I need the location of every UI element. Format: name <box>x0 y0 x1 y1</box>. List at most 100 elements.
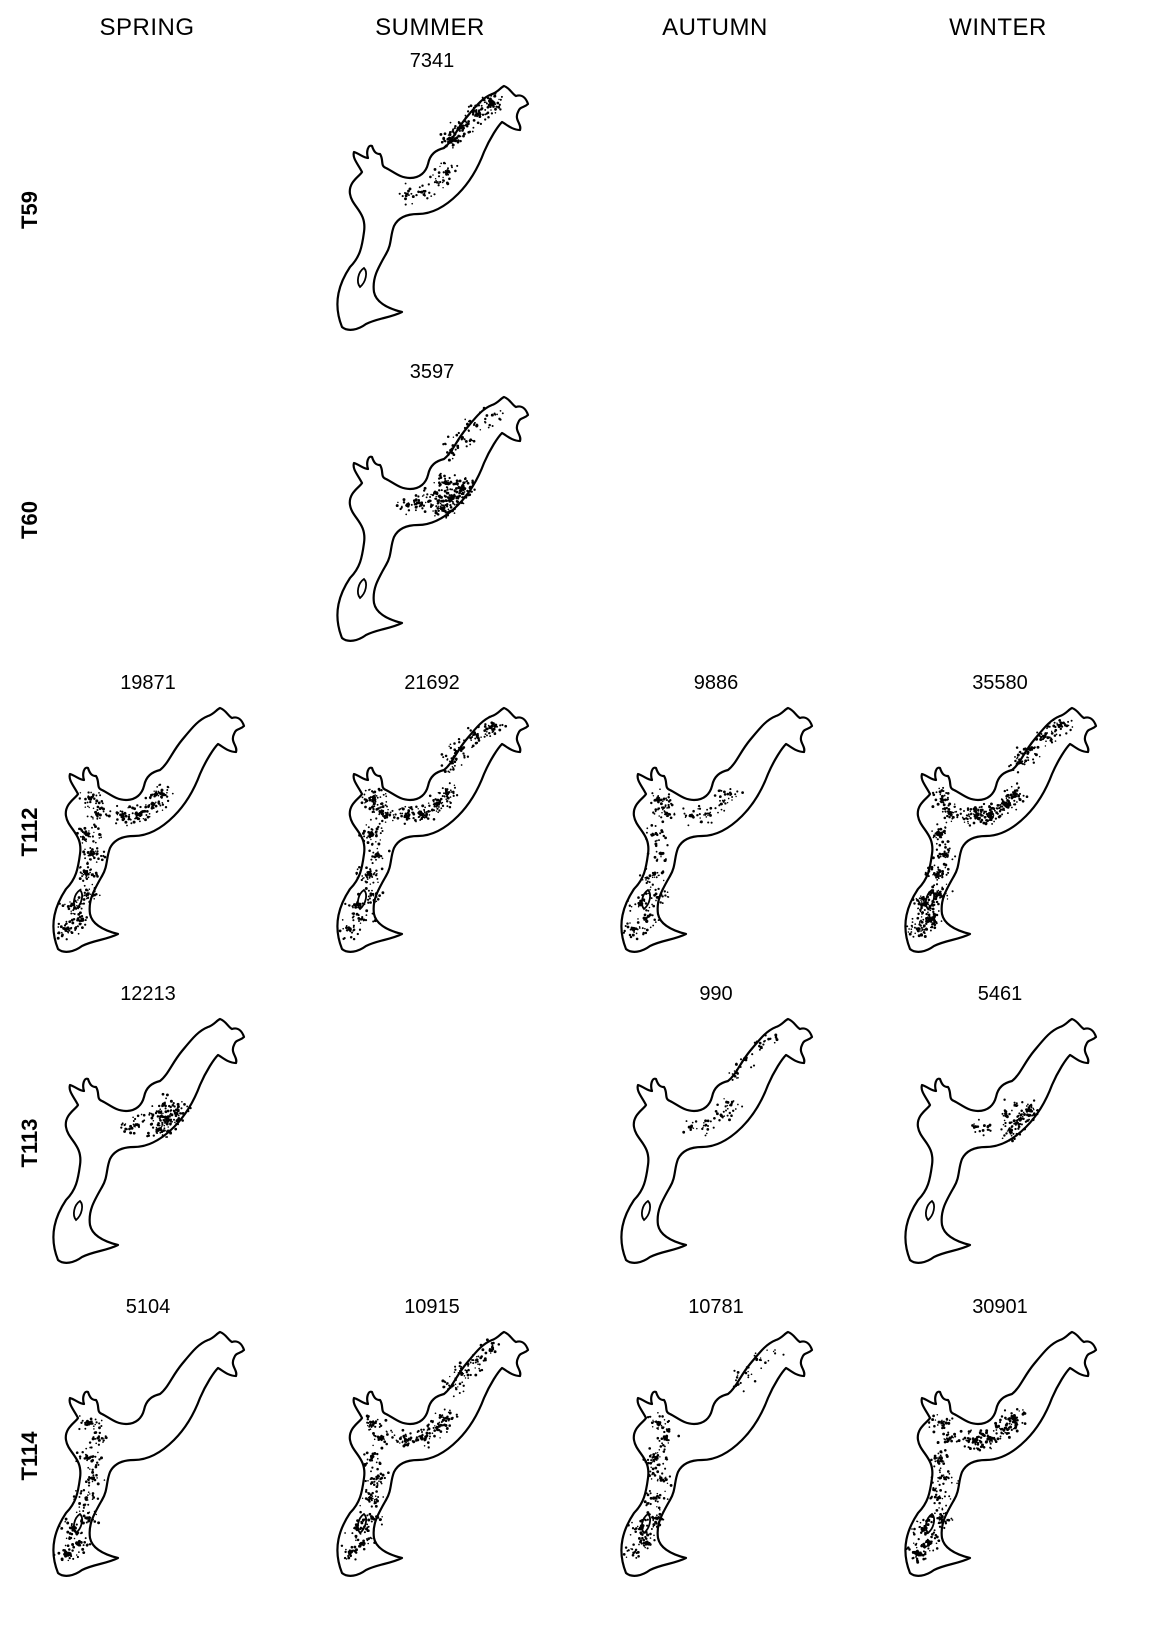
occurrence-point <box>88 797 91 799</box>
occurrence-point <box>391 1431 393 1433</box>
occurrence-point <box>728 1118 731 1122</box>
occurrence-point <box>139 813 143 817</box>
lake-outline <box>52 1330 246 1577</box>
occurrence-point <box>144 805 148 809</box>
occurrence-point <box>1003 789 1006 793</box>
occurrence-point <box>469 1373 472 1377</box>
occurrence-point <box>355 871 358 875</box>
occurrence-point <box>77 932 80 935</box>
occurrence-point <box>467 120 470 123</box>
occurrence-point <box>720 789 723 792</box>
occurrence-point <box>658 839 660 842</box>
occurrence-point <box>435 810 438 812</box>
occurrence-point <box>368 807 372 811</box>
occurrence-point <box>417 495 420 498</box>
occurrence-point <box>371 805 374 807</box>
occurrence-point <box>712 1126 715 1129</box>
occurrence-point <box>425 1431 429 1435</box>
occurrence-point <box>759 1045 762 1048</box>
occurrence-point <box>929 909 932 912</box>
occurrence-point <box>480 104 483 107</box>
occurrence-point <box>454 757 458 761</box>
occurrence-point <box>91 1437 95 1441</box>
occurrence-point <box>436 807 439 810</box>
occurrence-point <box>164 1101 166 1104</box>
occurrence-point <box>934 832 937 835</box>
occurrence-point <box>386 1431 388 1433</box>
occurrence-point <box>1001 1112 1004 1115</box>
occurrence-point <box>922 931 926 934</box>
occurrence-point <box>932 871 936 875</box>
occurrence-point <box>135 816 139 820</box>
occurrence-point <box>64 1517 68 1521</box>
occurrence-point <box>490 1342 494 1345</box>
occurrence-point <box>385 812 389 815</box>
occurrence-point <box>85 897 88 900</box>
occurrence-point <box>375 854 379 858</box>
occurrence-point <box>628 904 631 907</box>
occurrence-point <box>89 847 92 849</box>
occurrence-point <box>372 855 376 858</box>
occurrence-point <box>423 808 426 811</box>
occurrence-point <box>165 1122 169 1126</box>
occurrence-point <box>433 805 436 808</box>
occurrence-point <box>954 855 957 858</box>
occurrence-point <box>999 805 1002 808</box>
occurrence-point <box>927 901 929 903</box>
occurrence-point <box>637 906 640 908</box>
occurrence-point <box>1021 1117 1024 1120</box>
occurrence-point <box>156 1115 160 1118</box>
occurrence-point <box>489 735 492 738</box>
occurrence-point <box>462 746 466 749</box>
occurrence-point <box>1021 799 1025 803</box>
occurrence-point <box>416 505 418 508</box>
occurrence-point <box>86 851 90 854</box>
occurrence-point <box>1030 748 1034 751</box>
occurrence-point <box>84 1423 87 1426</box>
occurrence-point <box>434 515 436 517</box>
occurrence-point <box>423 1445 426 1447</box>
occurrence-point <box>166 785 169 789</box>
occurrence-point <box>932 913 935 916</box>
occurrence-point <box>629 909 632 912</box>
occurrence-point <box>86 815 89 818</box>
occurrence-point <box>364 887 368 890</box>
occurrence-point <box>659 802 663 806</box>
occurrence-points <box>340 1338 501 1561</box>
occurrence-point <box>952 811 955 814</box>
occurrence-point <box>418 505 421 508</box>
occurrence-point <box>973 814 976 818</box>
island-outline <box>73 1512 83 1535</box>
occurrence-point <box>471 744 475 748</box>
occurrence-point <box>355 1528 358 1531</box>
occurrence-point <box>651 1467 655 1471</box>
occurrence-point <box>423 194 426 197</box>
occurrence-point <box>931 907 935 911</box>
occurrence-point <box>376 1477 379 1480</box>
occurrence-point <box>460 764 463 766</box>
occurrence-point <box>421 507 424 510</box>
occurrence-point <box>370 1425 373 1428</box>
occurrence-point <box>87 791 90 794</box>
occurrence-point <box>93 875 96 878</box>
occurrence-point <box>920 930 922 932</box>
lake-outline <box>620 706 814 953</box>
occurrence-point <box>86 866 90 869</box>
occurrence-point <box>492 727 496 731</box>
occurrence-point <box>423 1437 427 1441</box>
occurrence-point <box>451 144 455 147</box>
occurrence-point <box>919 908 922 912</box>
occurrence-point <box>479 108 482 111</box>
occurrence-point <box>66 905 70 908</box>
occurrence-point <box>78 1427 81 1431</box>
occurrence-point <box>130 822 133 825</box>
occurrence-point <box>99 794 102 797</box>
occurrence-point <box>75 1554 78 1556</box>
occurrence-points <box>52 1415 108 1562</box>
occurrence-point <box>431 1432 434 1435</box>
occurrence-point <box>87 805 89 808</box>
occurrence-point <box>432 798 435 802</box>
occurrence-point <box>996 812 999 815</box>
occurrence-point <box>1004 804 1007 807</box>
occurrence-point <box>456 164 459 167</box>
